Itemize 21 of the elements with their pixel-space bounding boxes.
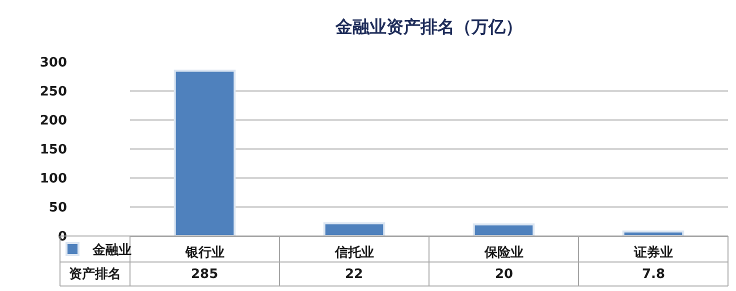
bar (323, 222, 386, 236)
x-tick-label: 保险业 (483, 246, 524, 261)
data-label: 22 (345, 267, 364, 282)
x-tick-label: 银行业 (184, 246, 224, 261)
bar (622, 230, 684, 236)
chart-title: 金融业资产排名（万亿） (334, 17, 522, 38)
data-label: 20 (495, 267, 514, 282)
y-tick-label: 100 (40, 172, 67, 187)
bar (174, 70, 236, 236)
legend-label: 金融业 (92, 243, 132, 258)
data-label: 7.8 (642, 267, 666, 282)
y-tick-label: 200 (40, 114, 67, 129)
y-tick-label: 250 (40, 84, 67, 100)
bar (472, 223, 535, 236)
y-tick-label: 50 (48, 200, 67, 216)
text: 资产排名 (69, 266, 121, 282)
data-label: 285 (191, 267, 218, 282)
x-tick-label: 信托业 (334, 246, 374, 261)
x-tick-label: 证券业 (632, 246, 673, 261)
y-tick-label: 300 (40, 56, 67, 71)
y-tick-label: 150 (40, 142, 67, 158)
